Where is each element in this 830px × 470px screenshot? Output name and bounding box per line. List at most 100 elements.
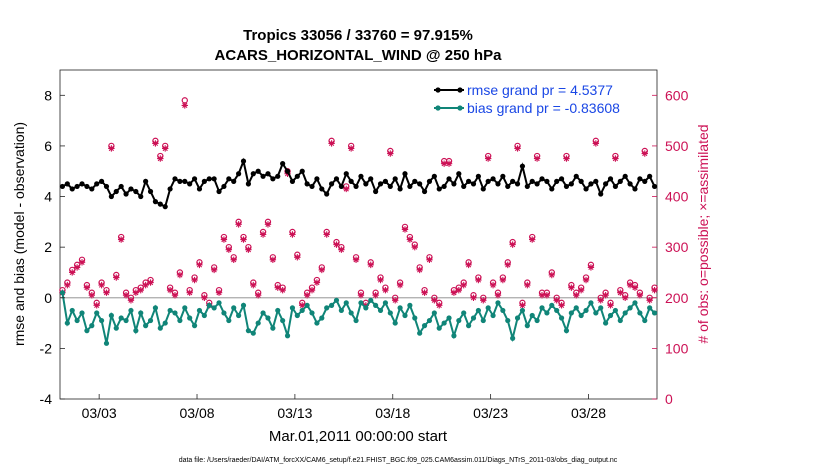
obs-assimilated-point (157, 155, 164, 162)
obs-assimilated-point (406, 236, 414, 243)
rmse-series (59, 157, 658, 210)
rmse-point (255, 168, 261, 174)
bias-point (201, 312, 207, 319)
bias-point (563, 328, 570, 334)
bias-point (544, 310, 550, 316)
rmse-point (578, 178, 584, 184)
bias-point (265, 315, 271, 321)
rmse-point (147, 188, 154, 195)
y-right-tick-label: 600 (665, 87, 689, 103)
obs-assimilated-point (328, 140, 335, 147)
rmse-point (157, 201, 163, 207)
bias-point (382, 300, 389, 306)
bias-point (177, 317, 183, 324)
obs-assimilated-point (323, 231, 330, 238)
rmse-point (612, 183, 619, 190)
x-tick-label: 03/13 (277, 405, 312, 421)
bias-point (123, 317, 129, 324)
rmse-point (314, 176, 320, 182)
obs-assimilated-point (108, 145, 115, 152)
bias-point (407, 302, 413, 308)
rmse-point (563, 183, 570, 190)
rmse-point (431, 173, 437, 179)
bias-point (108, 312, 114, 319)
obs-assimilated-point (372, 292, 379, 299)
bias-point (607, 312, 614, 319)
bias-point (324, 305, 330, 311)
bias-series (59, 290, 658, 346)
obs-assimilated-point (201, 294, 208, 301)
rmse-point (167, 186, 173, 192)
obs-assimilated-point (612, 155, 619, 162)
legend: rmse grand pr = 4.5377 bias grand pr = -… (434, 82, 620, 116)
obs-assimilated-point (436, 302, 443, 309)
bias-point (79, 310, 85, 316)
bias-point (451, 333, 457, 339)
obs-assimilated-point (171, 292, 179, 299)
rmse-point (466, 178, 472, 184)
rmse-point (363, 181, 369, 187)
obs-assimilated-point (215, 289, 223, 296)
rmse-point (138, 193, 144, 200)
rmse-point (328, 181, 335, 187)
rmse-point (216, 188, 222, 195)
rmse-point (514, 181, 521, 187)
obs-assimilated-point (421, 289, 428, 296)
rmse-point (519, 163, 526, 169)
obs-assimilated-point (455, 286, 463, 294)
rmse-point (231, 178, 237, 184)
bias-point (343, 300, 349, 306)
rmse-point (358, 173, 364, 179)
obs-assimilated-point (264, 221, 272, 228)
obs-assimilated-markers (59, 102, 658, 309)
obs-assimilated-point (269, 256, 277, 264)
bias-point (490, 312, 496, 319)
obs-assimilated-point (465, 261, 472, 269)
bias-point (245, 328, 251, 334)
obs-assimilated-point (127, 297, 135, 304)
bias-point (466, 323, 472, 329)
rmse-point (397, 186, 403, 192)
obs-assimilated-point (499, 276, 507, 284)
obs-assimilated-point (338, 246, 345, 253)
rmse-point (387, 183, 393, 190)
rmse-point (211, 176, 217, 182)
rmse-point (182, 178, 188, 184)
bias-point (642, 317, 648, 324)
bias-point (236, 312, 242, 319)
bias-point (519, 307, 526, 314)
obs-assimilated-point (299, 302, 306, 309)
rmse-point (642, 178, 648, 184)
obs-assimilated-point (122, 292, 130, 299)
rmse-point (245, 181, 251, 187)
x-axis-label: Mar.01,2011 00:00:00 start (269, 428, 448, 445)
bias-point (603, 320, 609, 326)
bias-point (387, 310, 393, 316)
obs-assimilated-point (186, 289, 193, 296)
bias-point (632, 300, 638, 306)
obs-assimilated-point (411, 243, 418, 251)
rmse-point (304, 181, 310, 187)
bias-point (373, 302, 379, 308)
bias-point (333, 297, 340, 303)
bias-point (196, 307, 203, 314)
rmse-point (196, 186, 203, 192)
rmse-point (436, 186, 442, 192)
bias-point (226, 317, 232, 324)
bias-point (128, 307, 134, 314)
obs-assimilated-point (132, 289, 140, 296)
bias-point (470, 315, 477, 321)
rmse-point (451, 181, 457, 187)
rmse-point (221, 183, 227, 190)
obs-assimilated-point (519, 302, 526, 309)
rmse-point (348, 178, 354, 184)
obs-assimilated-point (347, 145, 355, 152)
bias-point (426, 317, 433, 324)
bias-point (231, 305, 237, 311)
obs-assimilated-point (294, 254, 301, 261)
obs-assimilated-point (416, 266, 423, 274)
rmse-point (603, 181, 609, 187)
obs-assimilated-point (573, 292, 580, 299)
obs-assimilated-point (597, 297, 604, 304)
obs-assimilated-point (274, 284, 281, 291)
